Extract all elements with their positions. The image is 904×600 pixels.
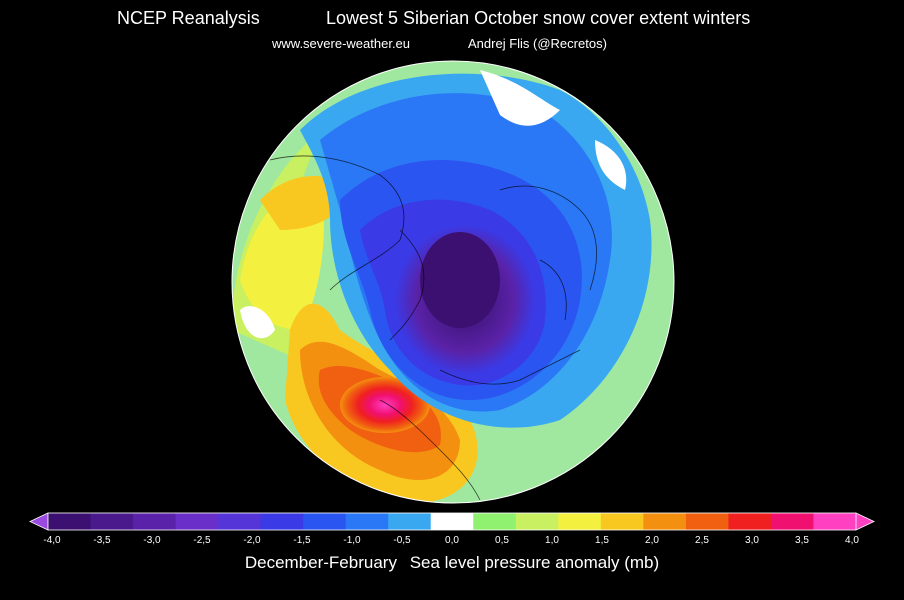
colorbar-tick-label: -2,0 bbox=[243, 535, 261, 546]
colorbar-tick-label: 3,5 bbox=[795, 535, 809, 546]
colorbar-swatch bbox=[813, 513, 857, 530]
colorbar-tick-label: -3,0 bbox=[143, 535, 161, 546]
source-label: NCEP Reanalysis bbox=[117, 8, 260, 28]
globe bbox=[232, 61, 674, 503]
colorbar-tick-label: 1,5 bbox=[595, 535, 609, 546]
colorbar-swatch bbox=[473, 513, 517, 530]
colorbar-swatch bbox=[515, 513, 559, 530]
colorbar-swatch bbox=[430, 513, 474, 530]
colorbar-frame bbox=[47, 512, 857, 531]
period-label: December-February bbox=[244, 553, 397, 572]
colorbar-tick-label: 4,0 bbox=[845, 535, 859, 546]
colorbar-tick-label: -2,5 bbox=[193, 535, 211, 546]
subtitle-row: www.severe-weather.eu Andrej Flis (@Recr… bbox=[0, 36, 904, 54]
colorbar-swatch bbox=[388, 513, 432, 530]
colorbar-swatch bbox=[770, 513, 814, 530]
title-row: NCEP Reanalysis Lowest 5 Siberian Octobe… bbox=[0, 8, 904, 32]
colorbar-swatch bbox=[133, 513, 177, 530]
colorbar-swatch bbox=[685, 513, 729, 530]
colorbar-caption: December-February Sea level pressure ano… bbox=[0, 553, 904, 573]
colorbar-swatch bbox=[558, 513, 602, 530]
colorbar-tick-label: -0,5 bbox=[393, 535, 411, 546]
colorbar-tick-label: -4,0 bbox=[43, 535, 61, 546]
colorbar-swatch bbox=[218, 513, 262, 530]
colorbar-tick-label: 3,0 bbox=[745, 535, 759, 546]
colorbar-tick-label: 1,0 bbox=[545, 535, 559, 546]
colorbar-max-arrow bbox=[855, 512, 875, 531]
colorbar-tick-label: 2,5 bbox=[695, 535, 709, 546]
website-label: www.severe-weather.eu bbox=[272, 36, 411, 51]
colorbar-swatch bbox=[345, 513, 389, 530]
colorbar-swatch bbox=[600, 513, 644, 530]
colorbar-swatch bbox=[260, 513, 304, 530]
colorbar-swatch bbox=[643, 513, 687, 530]
variable-label: Sea level pressure anomaly (mb) bbox=[409, 553, 660, 572]
colorbar-swatch bbox=[175, 513, 219, 530]
map-title: Lowest 5 Siberian October snow cover ext… bbox=[326, 8, 751, 28]
colorbar-tick-label: -1,0 bbox=[343, 535, 361, 546]
colorbar-swatch bbox=[48, 513, 92, 530]
colorbar-tick-label: 2,0 bbox=[645, 535, 659, 546]
author-label: Andrej Flis (@Recretos) bbox=[468, 36, 607, 51]
colorbar-tick-label: 0,5 bbox=[495, 535, 509, 546]
colorbar-tick-label: -3,5 bbox=[93, 535, 111, 546]
colorbar-tick-label: -1,5 bbox=[293, 535, 311, 546]
colorbar-swatch bbox=[303, 513, 347, 530]
colorbar-swatch bbox=[90, 513, 134, 530]
colorbar-swatch bbox=[728, 513, 772, 530]
colorbar-min-arrow bbox=[29, 512, 49, 531]
coastlines bbox=[269, 155, 597, 501]
colorbar-tick-label: 0,0 bbox=[445, 535, 459, 546]
